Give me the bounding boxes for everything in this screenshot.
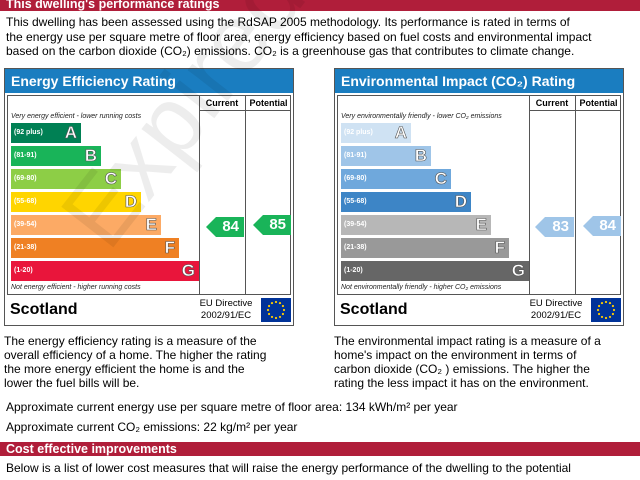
rating-band-a: (92 plus) A (341, 123, 411, 143)
rating-band-e: (39-54) E (341, 215, 491, 235)
eu-directive-label: EU Directive 2002/91/EC (523, 298, 589, 322)
environment-current-arrow: 83 (535, 217, 574, 237)
improvements-header: Cost effective improvements (0, 442, 640, 456)
band-letter: A (64, 123, 77, 143)
column-divider (575, 96, 576, 294)
intro-line: based on the carbon dioxide (CO₂) emissi… (6, 44, 575, 58)
band-range: (55-68) (14, 198, 37, 205)
description-line: carbon dioxide (CO₂ ) emissions. The hig… (334, 362, 590, 376)
environment-panel-title: Environmental Impact (CO₂) Rating (335, 69, 623, 93)
environment-footer: Scotland EU Directive 2002/91/EC (337, 297, 621, 323)
band-range: (81-91) (344, 152, 367, 159)
directive-code: 2002/91/EC (530, 310, 582, 321)
band-range: (69-80) (344, 175, 367, 182)
energy-potential-arrow: 85 (253, 215, 291, 235)
co2-emissions-text: Approximate current CO₂ emissions: 22 kg… (6, 420, 298, 434)
band-letter: D (454, 192, 467, 212)
description-line: lower the fuel bills will be. (4, 376, 140, 390)
rating-band-g: (1-20) G (341, 261, 529, 281)
band-letter: G (511, 261, 525, 281)
rating-band-f: (21-38) F (11, 238, 179, 258)
rating-band-f: (21-38) F (341, 238, 509, 258)
band-letter: A (394, 123, 407, 143)
country-label: Scotland (10, 301, 78, 318)
country-label: Scotland (340, 301, 408, 318)
column-divider (199, 96, 200, 294)
rating-band-b: (81-91) B (341, 146, 431, 166)
band-letter: D (124, 192, 137, 212)
potential-column-header: Potential (579, 98, 618, 108)
description-line: home's impact on the environment in term… (334, 348, 577, 362)
header-divider (529, 110, 620, 111)
rating-band-g: (1-20) G (11, 261, 199, 281)
description-line: overall efficiency of a home. The higher… (4, 348, 267, 362)
column-divider (245, 96, 246, 294)
rating-band-d: (55-68) D (341, 192, 471, 212)
energy-use-text: Approximate current energy use per squar… (6, 400, 458, 414)
band-range: (55-68) (344, 198, 367, 205)
energy-panel-title: Energy Efficiency Rating (5, 69, 293, 93)
current-column-header: Current (205, 98, 239, 108)
band-letter: C (104, 169, 117, 189)
band-range: (21-38) (344, 244, 367, 251)
description-line: rating the less impact it has on the env… (334, 376, 589, 390)
directive-code: 2002/91/EC (200, 310, 252, 321)
header-divider (199, 110, 290, 111)
band-letter: F (494, 238, 505, 258)
band-letter: E (145, 215, 157, 235)
energy-rating-grid: Current Potential Very energy efficient … (7, 95, 291, 295)
rating-band-e: (39-54) E (11, 215, 161, 235)
eu-directive-label: EU Directive 2002/91/EC (193, 298, 259, 322)
directive-line: EU Directive (529, 298, 583, 309)
band-range: (69-80) (14, 175, 37, 182)
energy-top-caption: Very energy efficient - lower running co… (11, 113, 142, 120)
band-letter: B (414, 146, 427, 166)
band-range: (21-38) (14, 244, 37, 251)
band-letter: B (84, 146, 97, 166)
improvements-intro: Below is a list of lower cost measures t… (6, 461, 571, 475)
band-letter: F (164, 238, 175, 258)
band-range: (81-91) (14, 152, 37, 159)
energy-bottom-caption: Not energy efficient - higher running co… (11, 284, 141, 291)
directive-line: EU Directive (199, 298, 253, 309)
performance-header: This dwelling's performance ratings (0, 0, 640, 11)
environment-potential-arrow: 84 (583, 216, 621, 236)
intro-text: This dwelling has been assessed using th… (6, 15, 640, 59)
description-line: The energy efficiency rating is a measur… (4, 334, 257, 348)
column-divider (529, 96, 530, 294)
rating-band-b: (81-91) B (11, 146, 101, 166)
band-letter: G (181, 261, 195, 281)
energy-current-arrow: 84 (206, 217, 244, 237)
environment-description: The environmental impact rating is a mea… (334, 334, 629, 390)
environment-rating-grid: Current Potential Very environmentally f… (337, 95, 621, 295)
description-line: The environmental impact rating is a mea… (334, 334, 601, 348)
band-range: (1-20) (14, 267, 33, 274)
eu-flag-icon (591, 298, 621, 322)
environment-top-caption: Very environmentally friendly - lower CO… (341, 113, 502, 120)
description-line: the more energy efficient the home is an… (4, 362, 245, 376)
energy-efficiency-panel: Energy Efficiency Rating Current Potenti… (4, 68, 294, 326)
energy-footer: Scotland EU Directive 2002/91/EC (7, 297, 291, 323)
eu-flag-icon (261, 298, 291, 322)
energy-description: The energy efficiency rating is a measur… (4, 334, 299, 390)
rating-band-a: (92 plus) A (11, 123, 81, 143)
rating-band-c: (69-80) C (341, 169, 451, 189)
environmental-impact-panel: Environmental Impact (CO₂) Rating Curren… (334, 68, 624, 326)
band-letter: E (475, 215, 487, 235)
band-letter: C (434, 169, 447, 189)
current-column-header: Current (535, 98, 569, 108)
environment-bottom-caption: Not environmentally friendly - higher CO… (341, 284, 502, 291)
rating-band-c: (69-80) C (11, 169, 121, 189)
intro-line: the energy use per square metre of floor… (6, 29, 592, 44)
band-range: (39-54) (344, 221, 367, 228)
rating-band-d: (55-68) D (11, 192, 141, 212)
intro-line: This dwelling has been assessed using th… (6, 15, 570, 29)
band-range: (39-54) (14, 221, 37, 228)
band-range: (92 plus) (344, 129, 373, 136)
band-range: (92 plus) (14, 129, 43, 136)
potential-column-header: Potential (249, 98, 288, 108)
band-range: (1-20) (344, 267, 363, 274)
